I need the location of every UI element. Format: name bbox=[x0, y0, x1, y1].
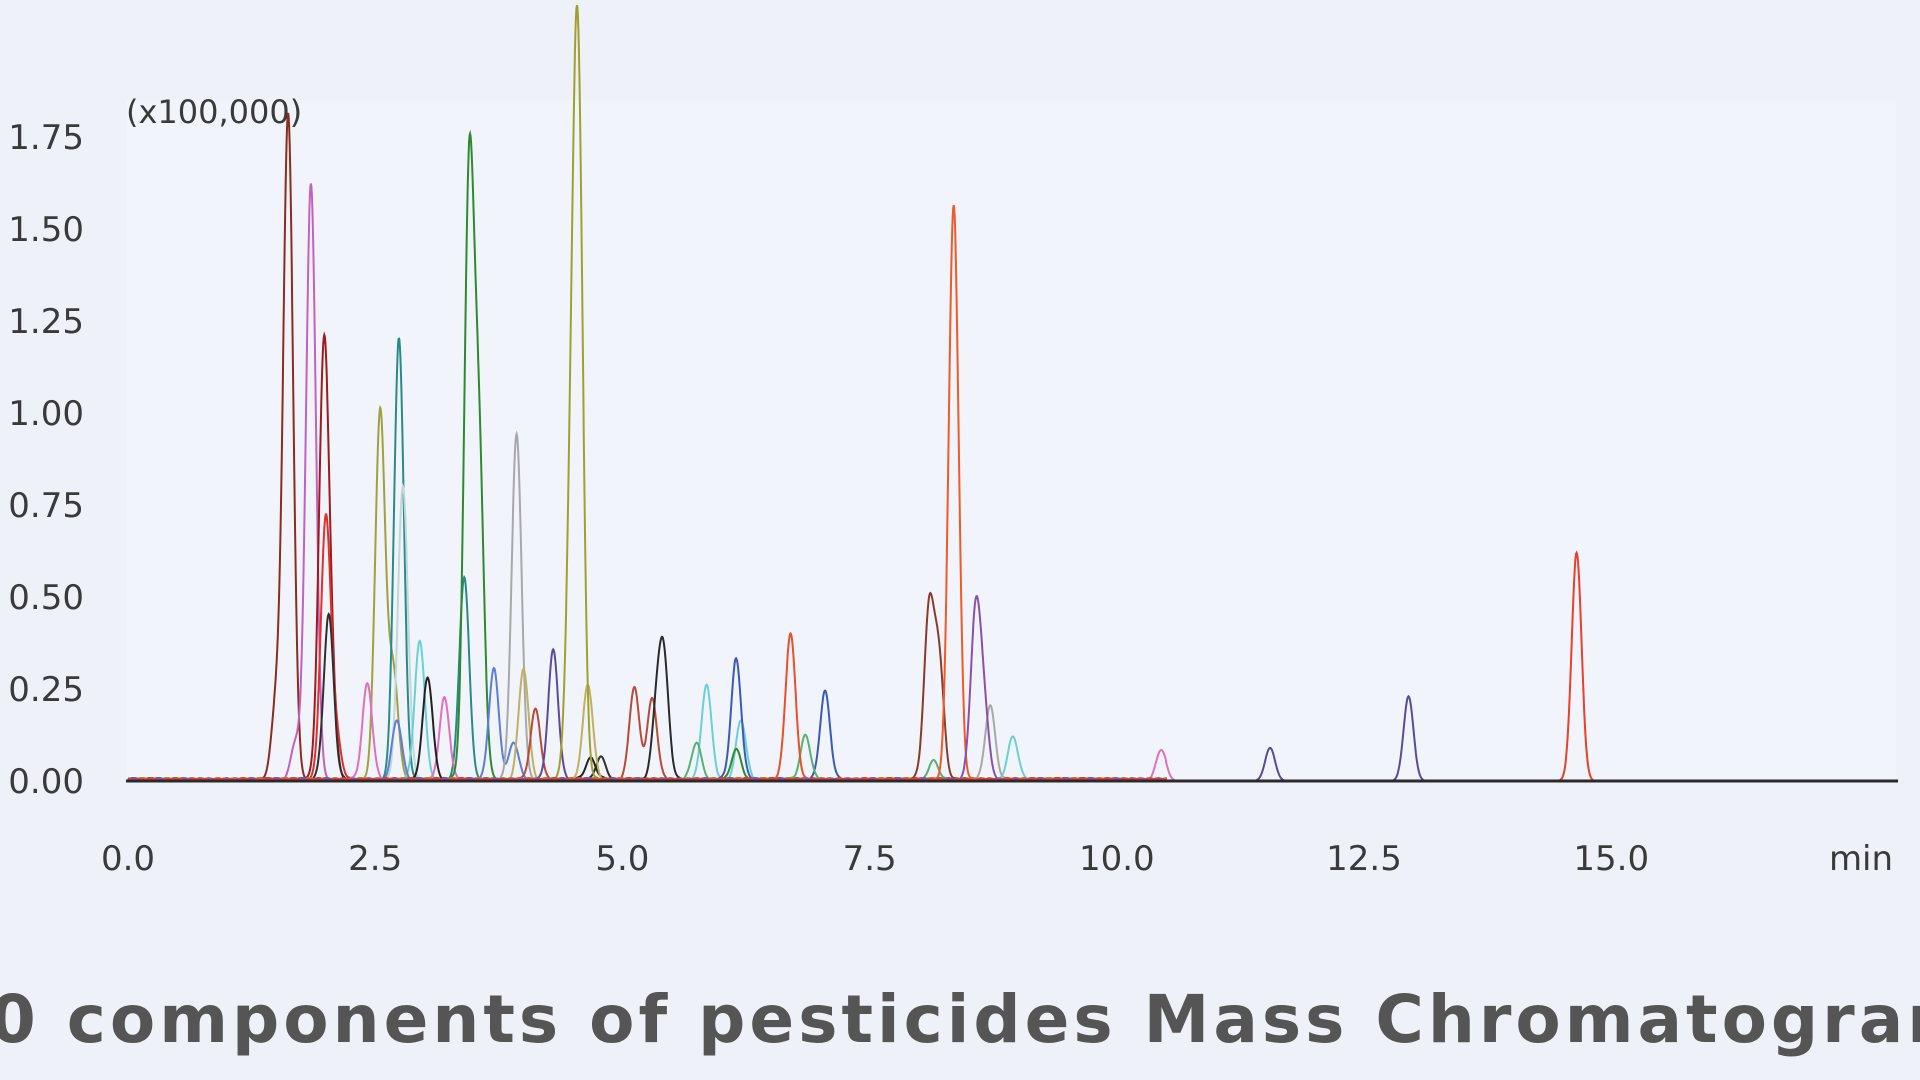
y-tick-label: 1.25 bbox=[8, 302, 84, 342]
x-tick-label: 10.0 bbox=[1079, 839, 1155, 879]
y-tick-label: 1.00 bbox=[8, 394, 84, 434]
y-tick-label: 0.75 bbox=[8, 486, 84, 526]
y-tick-label: 1.75 bbox=[8, 118, 84, 158]
y-tick-label: 0.00 bbox=[8, 762, 84, 802]
x-tick-label: 0.0 bbox=[101, 839, 155, 879]
y-axis-ticks: 0.00 0.25 0.50 0.75 1.00 1.25 1.50 1.75 bbox=[8, 118, 84, 802]
x-axis-ticks: 0.0 2.5 5.0 7.5 10.0 12.5 15.0 bbox=[101, 839, 1649, 879]
y-tick-label: 1.50 bbox=[8, 210, 84, 250]
y-tick-label: 0.50 bbox=[8, 578, 84, 618]
x-unit-label: min bbox=[1829, 839, 1893, 879]
x-tick-label: 7.5 bbox=[843, 839, 897, 879]
y-tick-label: 0.25 bbox=[8, 670, 84, 710]
x-tick-label: 5.0 bbox=[595, 839, 649, 879]
y-scale-label: (x100,000) bbox=[126, 93, 302, 131]
x-tick-label: 2.5 bbox=[348, 839, 402, 879]
plot-area bbox=[126, 100, 1896, 780]
x-tick-label: 12.5 bbox=[1326, 839, 1402, 879]
x-tick-label: 15.0 bbox=[1573, 839, 1649, 879]
chart-title: 80 components of pesticides Mass Chromat… bbox=[0, 981, 1920, 1058]
